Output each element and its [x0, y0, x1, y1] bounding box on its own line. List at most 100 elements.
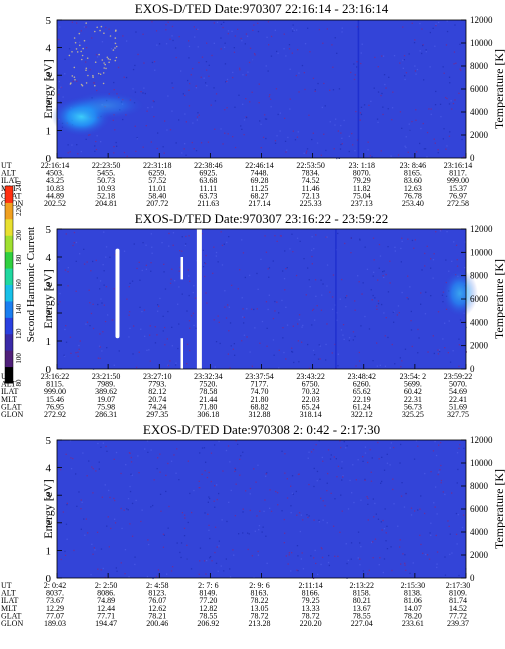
noise-pixel: [114, 518, 116, 520]
colorbar-segment: [5, 202, 13, 220]
noise-pixel: [220, 48, 222, 50]
noise-pixel: [177, 303, 179, 305]
noise-pixel: [401, 240, 403, 242]
noise-pixel: [172, 87, 174, 89]
noise-pixel: [178, 270, 180, 272]
noise-pixel: [76, 80, 78, 82]
noise-pixel: [162, 533, 165, 535]
noise-pixel: [255, 481, 257, 483]
noise-pixel: [163, 271, 165, 273]
noise-pixel: [214, 506, 216, 508]
noise-pixel: [433, 352, 435, 355]
orbit-value: 76.97: [449, 191, 467, 200]
noise-pixel: [320, 154, 322, 156]
colorbar-tick-label: 200: [15, 230, 23, 241]
noise-pixel: [430, 108, 432, 110]
noise-pixel: [311, 255, 313, 258]
noise-pixel: [278, 367, 280, 369]
noise-pixel: [73, 549, 75, 552]
noise-pixel: [123, 151, 126, 154]
noise-pixel: [171, 326, 173, 328]
noise-pixel: [298, 314, 301, 316]
noise-pixel: [62, 96, 64, 98]
noise-pixel: [257, 550, 259, 553]
noise-pixel: [232, 71, 234, 74]
hot-pixel: [102, 72, 105, 74]
noise-pixel: [316, 470, 319, 473]
noise-pixel: [370, 480, 373, 482]
noise-pixel: [83, 26, 85, 28]
noise-pixel: [131, 280, 134, 282]
orbit-value: 22:38:46: [194, 161, 222, 170]
noise-pixel: [182, 93, 184, 95]
noise-pixel: [66, 504, 68, 506]
noise-pixel: [382, 113, 384, 116]
noise-pixel: [285, 306, 287, 308]
noise-pixel: [373, 271, 375, 273]
noise-pixel: [316, 142, 319, 144]
panel-title: EXOS-D/TED Date:970307 22:16:14 - 23:16:…: [135, 1, 389, 16]
orbit-value: 7177.: [251, 380, 269, 389]
noise-pixel: [150, 141, 152, 143]
orbit-value: 76.78: [404, 191, 422, 200]
noise-pixel: [75, 260, 77, 262]
noise-pixel: [405, 72, 408, 74]
noise-pixel: [72, 244, 74, 247]
noise-pixel: [248, 61, 251, 64]
noise-pixel: [285, 358, 287, 360]
noise-pixel: [196, 28, 198, 30]
noise-pixel: [59, 469, 62, 471]
noise-pixel: [274, 235, 276, 237]
noise-pixel: [198, 480, 200, 482]
noise-pixel: [343, 338, 345, 340]
noise-pixel: [305, 294, 307, 296]
noise-pixel: [387, 108, 389, 110]
noise-pixel: [357, 275, 359, 277]
noise-pixel: [386, 548, 389, 550]
noise-pixel: [209, 556, 212, 558]
orbit-value: 56.73: [404, 402, 422, 411]
noise-pixel: [118, 350, 120, 352]
noise-pixel: [155, 30, 158, 32]
noise-pixel: [213, 22, 215, 24]
noise-pixel: [204, 262, 206, 264]
noise-pixel: [292, 251, 294, 253]
noise-pixel: [437, 473, 439, 476]
noise-pixel: [405, 146, 407, 149]
orbit-value: 74.70: [251, 387, 269, 396]
noise-pixel: [249, 509, 251, 512]
noise-pixel: [186, 310, 188, 312]
noise-pixel: [314, 279, 317, 281]
noise-pixel: [381, 303, 383, 306]
colorbar-segment: [5, 186, 13, 203]
noise-pixel: [219, 342, 221, 345]
noise-pixel: [85, 518, 87, 520]
energy-tick-label: 0: [46, 153, 52, 165]
noise-pixel: [455, 62, 457, 64]
noise-pixel: [95, 54, 98, 56]
noise-pixel: [320, 279, 322, 281]
noise-pixel: [383, 558, 386, 560]
temperature-tick-label: 8000: [470, 61, 489, 71]
colorbar-segment: [5, 268, 13, 285]
noise-pixel: [393, 446, 395, 449]
noise-pixel: [128, 336, 130, 338]
noise-pixel: [267, 21, 270, 23]
noise-pixel: [266, 327, 268, 329]
noise-pixel: [180, 542, 183, 544]
noise-pixel: [341, 143, 343, 145]
noise-pixel: [356, 139, 359, 141]
temperature-axis-label: Temperature [K]: [492, 469, 505, 549]
noise-pixel: [422, 122, 424, 125]
noise-pixel: [184, 517, 186, 519]
data-gap: [115, 248, 120, 339]
noise-pixel: [429, 66, 431, 68]
noise-pixel: [96, 135, 98, 137]
orbit-value: 237.13: [351, 199, 373, 208]
noise-pixel: [331, 296, 334, 298]
noise-pixel: [187, 521, 189, 524]
noise-pixel: [266, 345, 268, 347]
orbit-value: 78.20: [404, 611, 422, 620]
noise-pixel: [372, 498, 374, 500]
noise-pixel: [463, 447, 465, 449]
